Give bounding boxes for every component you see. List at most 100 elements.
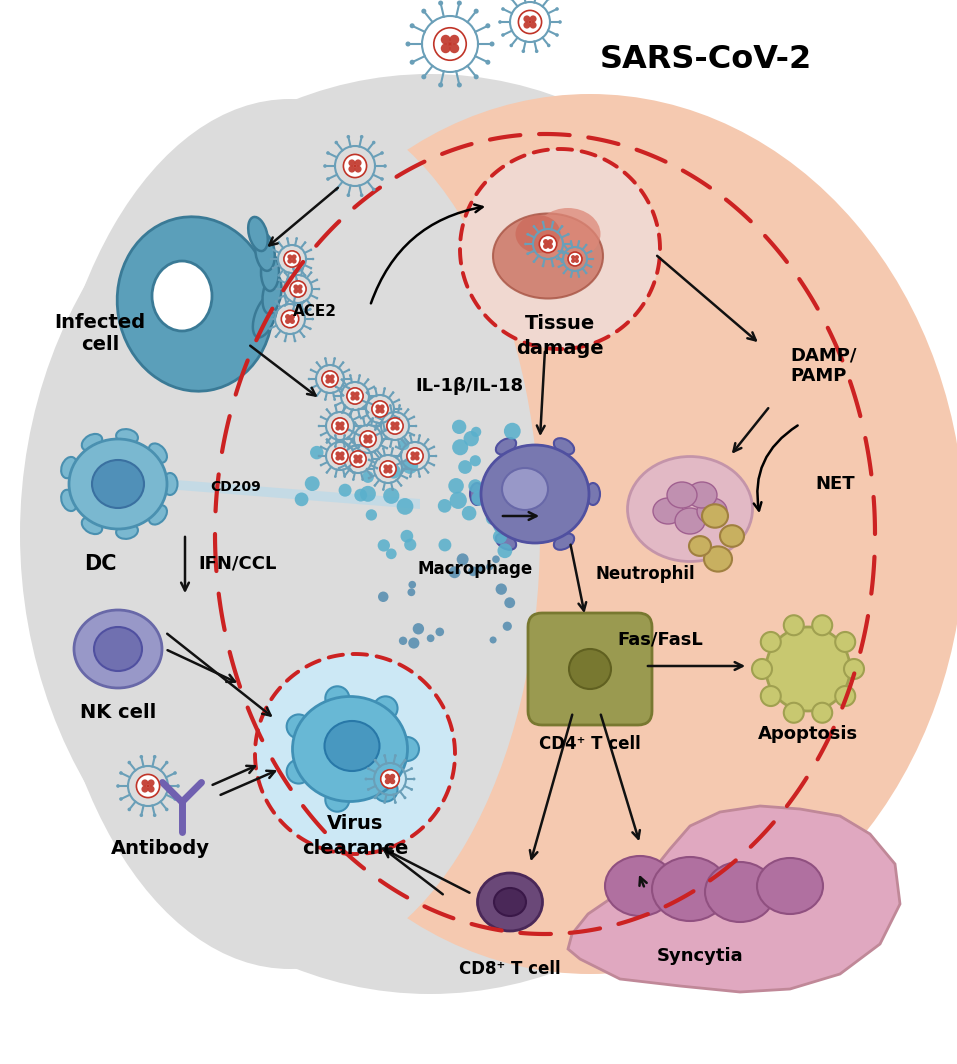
Circle shape bbox=[347, 368, 350, 371]
Circle shape bbox=[551, 265, 554, 267]
Circle shape bbox=[380, 151, 384, 154]
Circle shape bbox=[441, 44, 451, 53]
Circle shape bbox=[334, 434, 337, 437]
Circle shape bbox=[283, 339, 286, 343]
Circle shape bbox=[489, 41, 495, 47]
Ellipse shape bbox=[481, 445, 589, 543]
Circle shape bbox=[362, 417, 365, 420]
Circle shape bbox=[448, 478, 464, 494]
Circle shape bbox=[354, 395, 356, 397]
Text: Fas/FasL: Fas/FasL bbox=[617, 630, 702, 648]
Circle shape bbox=[528, 20, 531, 23]
Circle shape bbox=[295, 493, 308, 506]
Circle shape bbox=[571, 259, 575, 263]
Circle shape bbox=[401, 471, 403, 473]
Circle shape bbox=[284, 251, 300, 267]
Circle shape bbox=[585, 244, 588, 246]
Ellipse shape bbox=[554, 438, 574, 454]
Circle shape bbox=[382, 447, 385, 450]
Circle shape bbox=[399, 636, 408, 645]
Circle shape bbox=[334, 404, 337, 406]
Circle shape bbox=[504, 422, 521, 439]
Circle shape bbox=[308, 378, 310, 380]
Circle shape bbox=[578, 276, 580, 278]
Text: Macrophage: Macrophage bbox=[417, 560, 533, 578]
Circle shape bbox=[278, 242, 280, 244]
Circle shape bbox=[335, 451, 341, 456]
Circle shape bbox=[312, 257, 314, 261]
Circle shape bbox=[365, 778, 367, 780]
Circle shape bbox=[371, 459, 374, 461]
Circle shape bbox=[472, 491, 486, 505]
Ellipse shape bbox=[253, 295, 278, 337]
Circle shape bbox=[349, 375, 351, 377]
Circle shape bbox=[325, 442, 328, 444]
Circle shape bbox=[367, 459, 370, 461]
Circle shape bbox=[400, 408, 402, 411]
Circle shape bbox=[357, 458, 359, 460]
Text: CD4⁺ T cell: CD4⁺ T cell bbox=[539, 735, 641, 753]
Circle shape bbox=[352, 471, 354, 473]
Circle shape bbox=[326, 151, 330, 154]
Circle shape bbox=[406, 477, 409, 480]
Text: Virus
clearance: Virus clearance bbox=[301, 814, 409, 858]
Circle shape bbox=[387, 418, 403, 434]
Circle shape bbox=[812, 615, 833, 635]
Circle shape bbox=[287, 714, 311, 738]
Circle shape bbox=[360, 486, 376, 502]
Circle shape bbox=[116, 784, 120, 787]
Circle shape bbox=[395, 446, 397, 448]
Circle shape bbox=[529, 21, 537, 29]
Circle shape bbox=[384, 464, 389, 469]
Circle shape bbox=[375, 416, 377, 418]
Circle shape bbox=[421, 9, 426, 14]
Circle shape bbox=[486, 563, 493, 570]
Circle shape bbox=[352, 478, 355, 481]
Circle shape bbox=[347, 429, 350, 431]
Circle shape bbox=[336, 458, 338, 461]
Circle shape bbox=[287, 259, 292, 264]
Circle shape bbox=[287, 254, 292, 260]
Ellipse shape bbox=[116, 523, 138, 538]
Ellipse shape bbox=[628, 456, 752, 562]
Circle shape bbox=[402, 458, 418, 473]
Circle shape bbox=[835, 686, 856, 706]
Circle shape bbox=[421, 74, 426, 80]
Circle shape bbox=[407, 442, 410, 444]
Circle shape bbox=[325, 686, 349, 711]
Text: NK cell: NK cell bbox=[79, 702, 156, 721]
Circle shape bbox=[389, 404, 391, 406]
Circle shape bbox=[376, 449, 378, 451]
Ellipse shape bbox=[69, 439, 167, 529]
Text: DC: DC bbox=[84, 554, 116, 573]
Circle shape bbox=[380, 404, 385, 410]
Text: Apoptosis: Apoptosis bbox=[758, 725, 858, 743]
Circle shape bbox=[570, 276, 572, 278]
Circle shape bbox=[352, 438, 354, 440]
Ellipse shape bbox=[652, 857, 728, 921]
Circle shape bbox=[498, 544, 512, 559]
Circle shape bbox=[367, 477, 370, 480]
Circle shape bbox=[568, 252, 582, 266]
Circle shape bbox=[333, 358, 336, 360]
Circle shape bbox=[474, 74, 478, 80]
Ellipse shape bbox=[605, 857, 675, 916]
Circle shape bbox=[394, 754, 397, 758]
Circle shape bbox=[283, 296, 286, 298]
Circle shape bbox=[375, 395, 377, 397]
Circle shape bbox=[335, 140, 338, 145]
Circle shape bbox=[501, 517, 516, 531]
Circle shape bbox=[427, 438, 430, 440]
Circle shape bbox=[359, 415, 361, 418]
Circle shape bbox=[386, 429, 389, 431]
Circle shape bbox=[153, 814, 157, 817]
Ellipse shape bbox=[494, 888, 526, 916]
Circle shape bbox=[346, 388, 363, 404]
Circle shape bbox=[296, 278, 298, 281]
Circle shape bbox=[414, 425, 417, 428]
Circle shape bbox=[287, 760, 311, 783]
Circle shape bbox=[354, 421, 356, 423]
Circle shape bbox=[310, 368, 312, 371]
Circle shape bbox=[296, 237, 298, 239]
Circle shape bbox=[392, 454, 395, 458]
